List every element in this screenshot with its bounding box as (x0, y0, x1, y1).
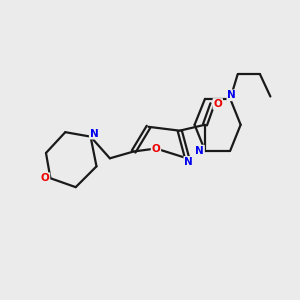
Text: N: N (195, 146, 204, 156)
Text: N: N (227, 90, 236, 100)
Text: O: O (41, 173, 50, 183)
Text: O: O (152, 143, 160, 154)
Text: O: O (213, 99, 222, 109)
Text: N: N (184, 157, 193, 167)
Text: N: N (90, 129, 98, 139)
